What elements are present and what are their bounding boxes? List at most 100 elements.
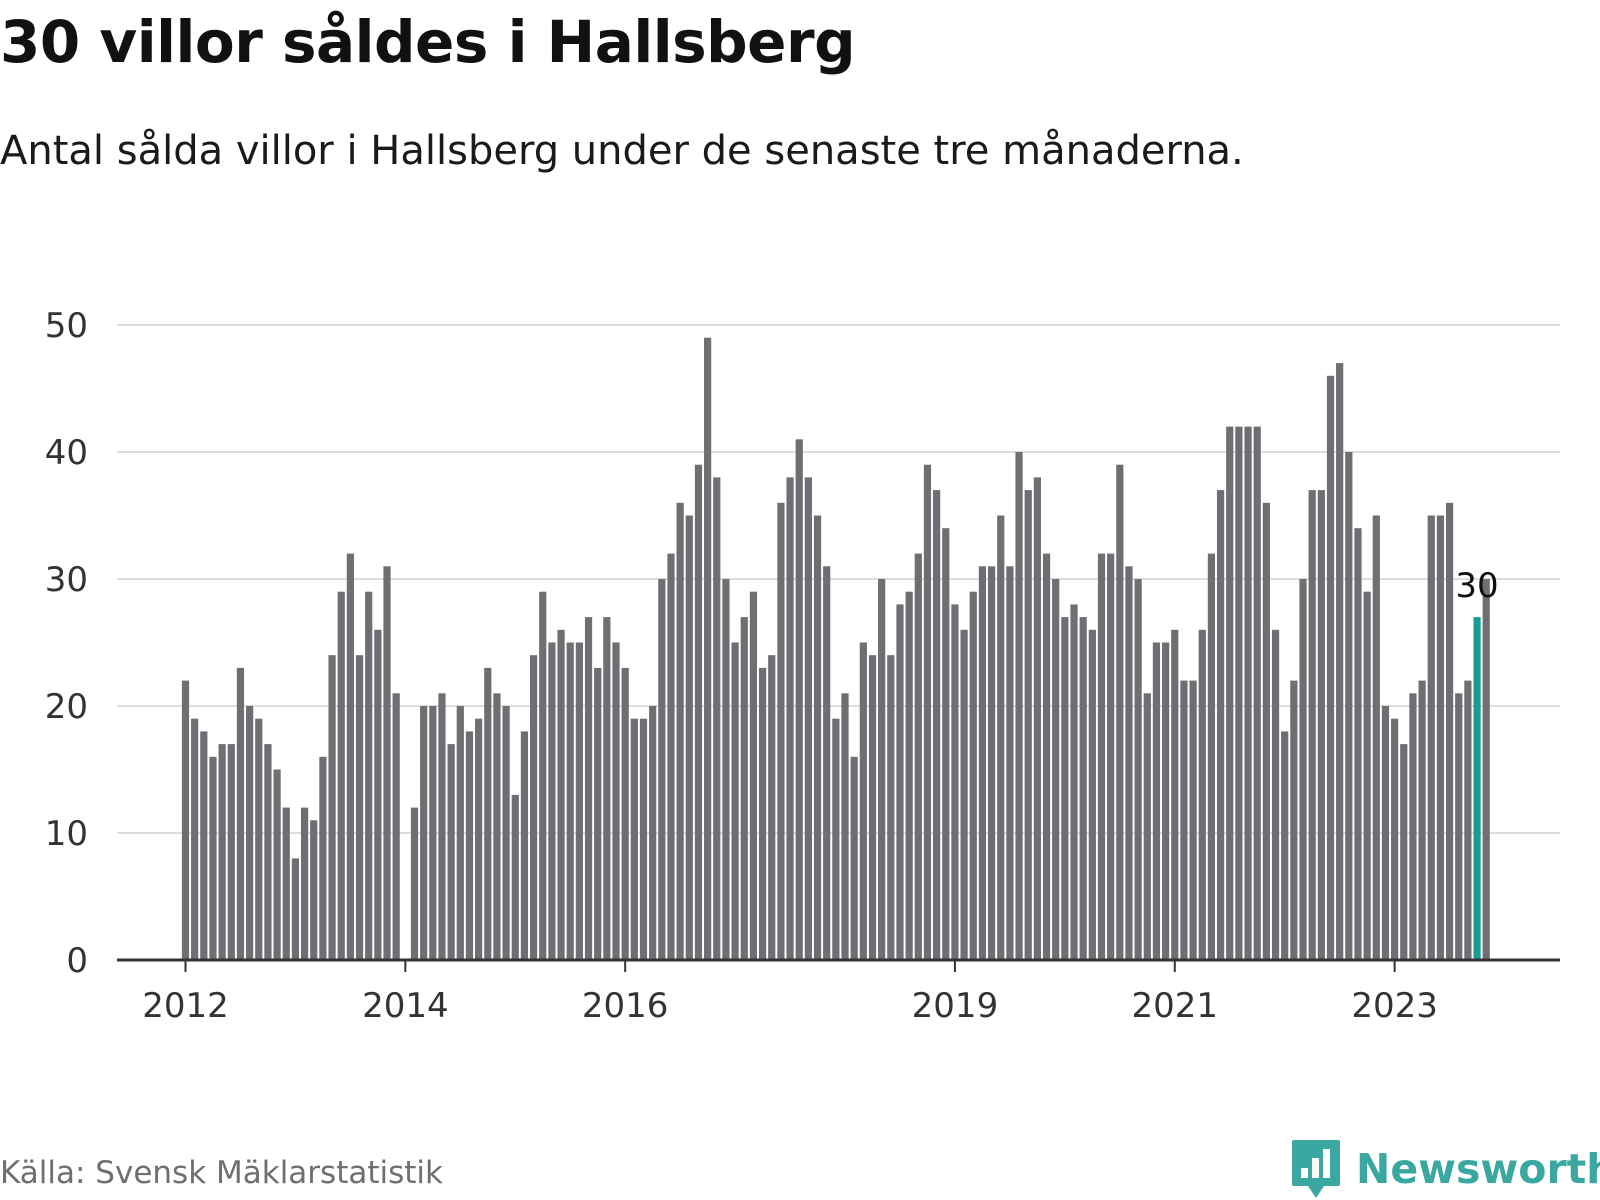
bar <box>410 807 419 960</box>
bar <box>1317 490 1325 960</box>
bar <box>777 502 785 960</box>
bar <box>1134 579 1142 960</box>
bar <box>1418 680 1426 960</box>
bar <box>420 706 428 960</box>
x-tick-label: 2021 <box>1132 986 1219 1026</box>
bar <box>612 642 620 960</box>
bar <box>1427 515 1435 960</box>
bar <box>209 756 217 960</box>
bar <box>987 566 996 960</box>
bar <box>1061 617 1069 960</box>
bar <box>768 655 776 960</box>
bar <box>1345 452 1353 960</box>
bar <box>649 706 657 960</box>
bar <box>520 731 529 960</box>
bar <box>1372 515 1380 960</box>
bar <box>795 439 803 960</box>
bar <box>1107 553 1115 960</box>
bar <box>447 744 455 960</box>
bar <box>685 515 693 960</box>
bar <box>960 629 968 960</box>
bar <box>236 667 245 960</box>
source-note: Källa: Svensk Mäklarstatistik <box>0 1155 443 1191</box>
bar <box>1033 477 1041 960</box>
bar <box>1079 617 1087 960</box>
bar <box>603 617 611 960</box>
chart-subtitle: Antal sålda villor i Hallsberg under de … <box>0 128 1244 174</box>
bar <box>264 744 272 960</box>
bar <box>255 718 263 960</box>
bar <box>1207 553 1216 960</box>
bar <box>713 477 721 960</box>
bar <box>1189 680 1197 960</box>
bar <box>740 617 748 960</box>
bar <box>337 591 345 960</box>
bar <box>200 731 208 960</box>
bar <box>594 667 602 960</box>
bar <box>1308 490 1316 960</box>
bar <box>850 756 858 960</box>
bar <box>319 756 327 960</box>
bar <box>1445 502 1454 960</box>
bar <box>346 553 354 960</box>
bar <box>676 502 684 960</box>
bar <box>658 579 666 960</box>
bar <box>529 655 538 960</box>
bar <box>502 706 510 960</box>
bar <box>355 655 364 960</box>
bar <box>566 642 574 960</box>
y-tick-label: 10 <box>45 814 88 854</box>
bar <box>905 591 913 960</box>
bar <box>1198 629 1206 960</box>
x-tick-label: 2014 <box>362 986 449 1026</box>
bar <box>181 680 190 960</box>
bar <box>758 667 767 960</box>
y-tick-label: 50 <box>45 306 88 346</box>
bar <box>1290 680 1298 960</box>
bar <box>300 807 309 960</box>
bar <box>575 642 583 960</box>
bar <box>1455 693 1463 960</box>
bar <box>191 718 199 960</box>
bar <box>1143 693 1151 960</box>
bar <box>942 528 950 960</box>
bar <box>365 591 373 960</box>
bar <box>1336 363 1344 961</box>
bar <box>1006 566 1014 960</box>
bar <box>475 718 483 960</box>
bar <box>1097 553 1106 960</box>
bar <box>841 693 849 960</box>
bar <box>1253 426 1261 961</box>
bar <box>291 858 300 960</box>
bar <box>639 718 648 960</box>
x-tick-label: 2016 <box>582 986 669 1026</box>
x-tick-label: 2012 <box>142 986 229 1026</box>
bar <box>1116 464 1124 960</box>
chart-title: 30 villor såldes i Hallsberg <box>0 8 856 76</box>
bar <box>731 642 739 960</box>
bar-highlight <box>1473 617 1481 960</box>
bar <box>227 744 235 960</box>
brand-name: Newsworthy <box>1356 1145 1600 1193</box>
bar <box>218 744 226 960</box>
y-tick-label: 40 <box>45 433 88 473</box>
y-tick-label: 30 <box>45 560 88 600</box>
bar <box>1171 629 1179 960</box>
bar <box>1464 680 1472 960</box>
bar <box>465 731 474 960</box>
bar <box>1125 566 1133 960</box>
bar <box>374 629 382 960</box>
bar <box>1326 375 1335 960</box>
bar <box>548 642 556 960</box>
bar <box>493 693 501 960</box>
bar <box>804 477 812 960</box>
bar <box>704 337 712 960</box>
bar <box>1052 579 1060 960</box>
bar <box>1244 426 1252 961</box>
y-tick-label: 20 <box>45 687 88 727</box>
bar <box>392 693 400 960</box>
bar <box>859 642 867 960</box>
bar <box>584 617 593 960</box>
bar <box>1299 579 1307 960</box>
bar <box>1354 528 1362 960</box>
